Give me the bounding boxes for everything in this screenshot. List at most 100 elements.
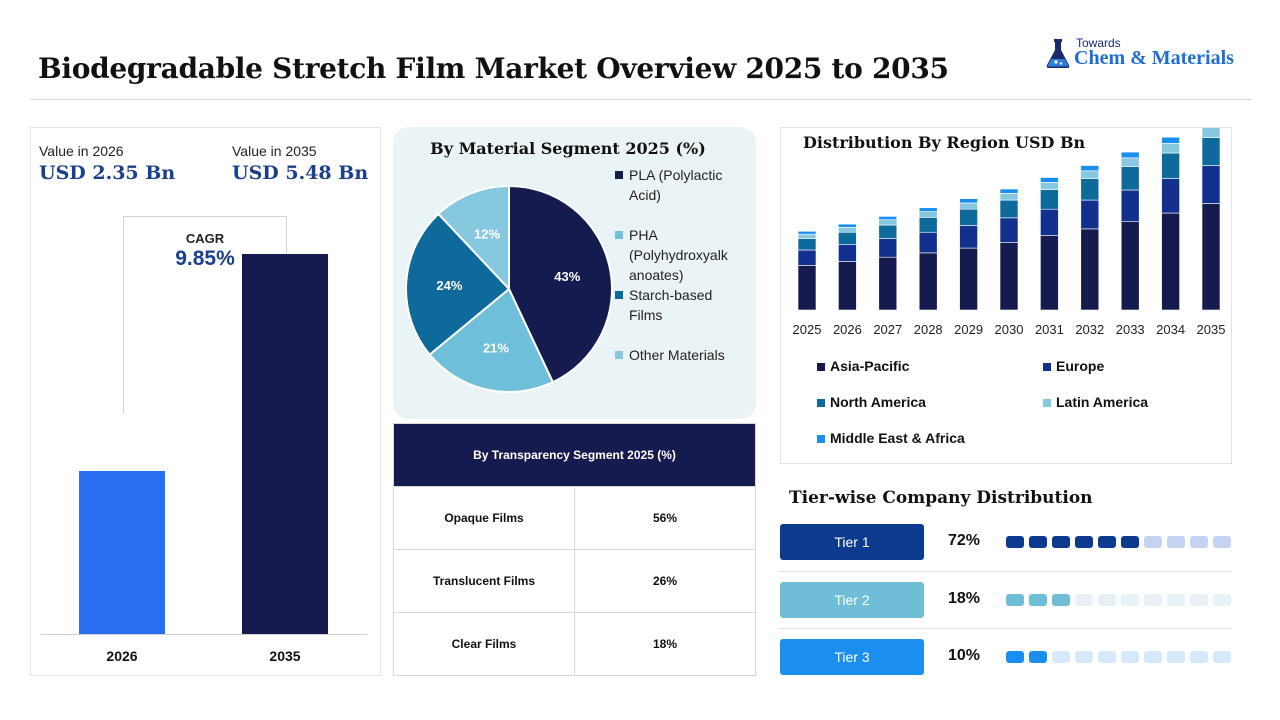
value-2035: USD 5.48 Bn [232, 162, 369, 184]
region-bar-segment [918, 252, 938, 311]
tier-percentage: 10% [947, 647, 981, 664]
legend-label-line: Other Materials [629, 347, 725, 363]
region-x-tick: 2028 [914, 322, 943, 337]
region-bar-segment [918, 217, 938, 233]
region-x-tick: 2030 [995, 322, 1024, 337]
region-bar-segment [878, 256, 898, 311]
legend-label: PLA (Polylactic Acid) [629, 165, 749, 205]
legend-label: Europe [1056, 358, 1105, 374]
value-bar-2026 [79, 471, 165, 634]
tier-dot [1144, 536, 1162, 548]
legend-swatch [817, 435, 825, 443]
tier-dot [1213, 594, 1231, 606]
region-x-tick: 2033 [1116, 322, 1145, 337]
region-bar-segment [838, 231, 857, 246]
table-row-value: 56% [652, 511, 678, 525]
region-bar-segment [1201, 165, 1221, 204]
region-bar-segment [1040, 177, 1059, 183]
tier-dot [1052, 651, 1070, 663]
legend-label: Middle East & Africa [830, 430, 965, 446]
region-bar-segment [999, 188, 1019, 194]
region-bar-segment [878, 238, 898, 258]
region-bar-segment [1040, 182, 1059, 190]
value-bar-label-2026: 2026 [106, 648, 138, 664]
tier-dot [1167, 594, 1185, 606]
legend-label-line: PLA (Polylactic [629, 167, 723, 183]
region-bar-segment [959, 225, 978, 249]
tier-dot [1121, 536, 1139, 548]
region-bar-segment [797, 233, 817, 239]
logo-large-text: Chem & Materials [1074, 47, 1234, 69]
region-bar-segment [1120, 157, 1140, 167]
logo-small-text: Towards [1076, 36, 1121, 50]
region-bar-segment [797, 265, 817, 311]
tier-dot [1167, 651, 1185, 663]
tier-dot [1213, 536, 1231, 548]
value-bar-axis [41, 634, 367, 635]
tier-dot [1190, 594, 1208, 606]
table-row-label: Translucent Films [394, 550, 575, 612]
title-divider [30, 99, 1252, 100]
region-bar-segment [1161, 178, 1180, 214]
region-x-tick: 2026 [833, 322, 862, 337]
region-bar-segment [1161, 152, 1180, 179]
table-row: Opaque Films 56% [394, 486, 755, 549]
tier-dot [1029, 536, 1047, 548]
region-bar-segment [1040, 208, 1059, 236]
region-bar-segment [918, 211, 938, 218]
legend-swatch [1043, 399, 1051, 407]
pie-slice-3 [405, 212, 511, 357]
tier-dot [1144, 594, 1162, 606]
region-bar-segment [878, 216, 898, 221]
legend-label: Asia-Pacific [830, 358, 910, 374]
tier-badge: Tier 2 [780, 582, 924, 618]
region-bar-segment [797, 238, 817, 251]
market-value-panel: Value in 2026 USD 2.35 Bn Value in 2035 … [30, 127, 381, 676]
tier-badge: Tier 3 [780, 639, 924, 675]
region-x-tick: 2034 [1156, 322, 1185, 337]
tier-dot [1121, 594, 1139, 606]
region-bar-segment [838, 261, 857, 311]
region-bar-segment [1120, 166, 1140, 191]
material-segment-panel: By Material Segment 2025 (%) 43% 21% 24% 12… [393, 127, 756, 419]
legend-label: North America [830, 394, 926, 410]
region-bar-segment [999, 242, 1019, 311]
tier-divider [780, 571, 1232, 572]
table-row-value: 18% [652, 637, 678, 651]
table-row-label: Clear Films [394, 613, 575, 675]
region-bar-segment [1080, 228, 1100, 311]
legend-label: Other Materials [629, 345, 749, 365]
tier-dot [1052, 536, 1070, 548]
page-title: Biodegradable Stretch Film Market Overvi… [38, 52, 949, 85]
value-2035-label: Value in 2035 [232, 143, 317, 159]
region-x-tick: 2032 [1075, 322, 1104, 337]
value-2026-label: Value in 2026 [39, 143, 124, 159]
tier-dot [1075, 651, 1093, 663]
region-x-tick: 2031 [1035, 322, 1064, 337]
table-row: Translucent Films 26% [394, 549, 755, 612]
region-bar-segment [797, 249, 817, 266]
tier-dot [1075, 594, 1093, 606]
cagr-label: CAGR [185, 231, 225, 246]
region-bar-segment [878, 224, 898, 239]
tier-dot [1190, 536, 1208, 548]
region-bar-segment [1201, 137, 1221, 166]
region-bar-segment [999, 193, 1019, 201]
table-row-label: Opaque Films [394, 487, 575, 549]
tier-percentage: 72% [947, 532, 981, 549]
tier-dot [1098, 651, 1116, 663]
transparency-table: By Transparency Segment 2025 (%) Opaque … [393, 423, 756, 676]
cagr-value: 9.85% [175, 247, 235, 270]
legend-label: PHA (Polyhydroxyalk anoates) [629, 225, 749, 285]
pie-slice-4 [437, 184, 510, 292]
pie-slice-label: 12% [474, 226, 500, 241]
legend-label: Starch-based Films [629, 285, 749, 325]
region-chart-title: Distribution By Region USD Bn [803, 133, 1086, 152]
region-stacked-bar-chart: 2025 2026 2027 2028 2029 2030 2031 2032 2033 2034… [793, 128, 1225, 337]
material-pie-chart: 43% 21% 24% 12% [405, 184, 613, 393]
region-bar-segment [1080, 170, 1100, 179]
tier-dot [1098, 536, 1116, 548]
value-bar-label-2035: 2035 [269, 648, 301, 664]
value-bar-2035 [242, 253, 328, 634]
pie-slice-1 [508, 184, 613, 384]
